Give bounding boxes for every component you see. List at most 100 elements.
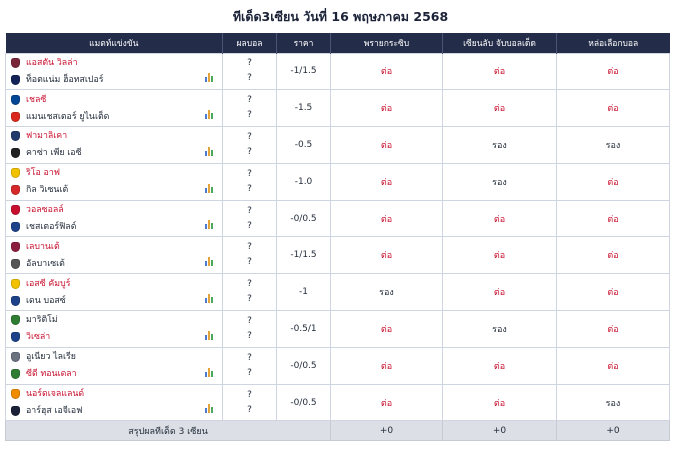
- home-team[interactable]: มาริติโม่: [11, 313, 222, 327]
- away-score: ?: [247, 220, 252, 231]
- away-team-logo-icon: [11, 111, 20, 122]
- expert-1-pick: ต่อ: [330, 236, 443, 275]
- stats-chart-icon[interactable]: [205, 110, 214, 120]
- away-team[interactable]: กิล วิเซนเต้: [11, 183, 222, 197]
- match-cell: วอลซอลล์ เชสเตอร์ฟิลด์: [5, 199, 223, 238]
- expert-2-pick: ต่อ: [442, 52, 557, 91]
- summary-label: สรุปผลทีเด็ด 3 เซียน: [5, 420, 331, 442]
- stats-chart-icon[interactable]: [205, 294, 214, 304]
- away-team-logo-icon: [11, 369, 20, 380]
- away-team-logo-icon: [11, 332, 20, 343]
- score-cell: ? ?: [222, 126, 277, 164]
- away-team[interactable]: วิเซล่า: [11, 330, 222, 344]
- page-title: ทีเด็ด3เซียน วันที่ 16 พฤษภาคม 2568: [232, 9, 449, 24]
- home-team-name: นอร์ดเจลแลนด์: [26, 389, 85, 400]
- home-team-logo-icon: [11, 205, 20, 216]
- summary-row: สรุปผลทีเด็ด 3 เซียน +0 +0 +0: [5, 420, 670, 442]
- away-team-logo-icon: [11, 406, 20, 417]
- away-team[interactable]: ท็อตแน่ม ฮ็อทสเปอร์: [11, 73, 222, 87]
- away-team[interactable]: อาร์ฮุส เอจีเอฟ: [11, 404, 222, 418]
- home-team-logo-icon: [11, 315, 20, 326]
- home-team-name: เชลซี: [26, 94, 47, 105]
- away-score: ?: [247, 73, 252, 84]
- home-team-logo-icon: [11, 352, 20, 363]
- expert-3-pick: รอง: [556, 383, 670, 422]
- table-header-row: แมตท์แข่งขัน ผลบอล ราคา พรายกระซิบ เซียน…: [5, 33, 670, 53]
- expert-1-pick: ต่อ: [330, 52, 443, 91]
- home-score: ?: [247, 279, 252, 290]
- expert-1-pick: ต่อ: [330, 199, 443, 238]
- home-team[interactable]: เอสซี คัมบูร์: [11, 277, 222, 291]
- away-team-name: วิเซล่า: [26, 332, 51, 343]
- home-team[interactable]: แอสตัน วิลล่า: [11, 56, 222, 70]
- away-team-logo-icon: [11, 185, 20, 196]
- summary-expert-1: +0: [330, 420, 443, 442]
- expert-1-pick: ต่อ: [330, 89, 443, 128]
- score-cell: ? ?: [222, 52, 277, 91]
- away-team-logo-icon: [11, 258, 20, 269]
- home-score: ?: [247, 58, 252, 69]
- expert-1-pick: ต่อ: [330, 162, 443, 201]
- away-team[interactable]: เดน บอสซ์: [11, 294, 222, 308]
- expert-2-pick: ต่อ: [442, 236, 557, 275]
- stats-chart-icon[interactable]: [205, 367, 214, 377]
- expert-1-pick: ต่อ: [330, 126, 443, 164]
- away-team-name: เชสเตอร์ฟิลด์: [26, 222, 77, 233]
- stats-chart-icon[interactable]: [205, 330, 214, 340]
- away-team-logo-icon: [11, 295, 20, 306]
- stats-chart-icon[interactable]: [205, 257, 214, 267]
- match-cell: มาริติโม่ วิเซล่า: [5, 310, 223, 348]
- price-cell: -1.0: [276, 162, 331, 201]
- home-team[interactable]: นอร์ดเจลแลนด์: [11, 387, 222, 401]
- home-score: ?: [247, 315, 252, 326]
- home-team[interactable]: เลบานเต้: [11, 240, 222, 254]
- stats-chart-icon[interactable]: [205, 73, 214, 83]
- home-team-name: มาริติโม่: [26, 315, 58, 326]
- stats-chart-icon[interactable]: [205, 146, 214, 156]
- away-score: ?: [247, 367, 252, 378]
- table-row: มาริติโม่ วิเซล่า ? ? -0.5/1 ต่อ รอง ต่อ: [5, 310, 670, 348]
- away-team-name: อาร์ฮุส เอจีเอฟ: [26, 406, 83, 417]
- home-team[interactable]: ฟามาลิเคา: [11, 129, 222, 143]
- home-score: ?: [247, 95, 252, 106]
- expert-2-pick: ต่อ: [442, 89, 557, 128]
- home-team[interactable]: อูเนียว ไลเรีย: [11, 350, 222, 364]
- expert-3-pick: ต่อ: [556, 273, 670, 312]
- home-score: ?: [247, 168, 252, 179]
- away-team[interactable]: อัลบาเซเต้: [11, 257, 222, 271]
- away-score: ?: [247, 146, 252, 157]
- away-score: ?: [247, 294, 252, 305]
- away-team-logo-icon: [11, 222, 20, 233]
- expert-2-pick: ต่อ: [442, 273, 557, 312]
- home-team[interactable]: วอลซอลล์: [11, 203, 222, 217]
- expert-1-pick: ต่อ: [330, 346, 443, 385]
- away-team[interactable]: ซีดี ทอนเดลา: [11, 367, 222, 381]
- away-team[interactable]: เชสเตอร์ฟิลด์: [11, 220, 222, 234]
- score-cell: ? ?: [222, 310, 277, 348]
- home-team-logo-icon: [11, 94, 20, 105]
- table-row: วอลซอลล์ เชสเตอร์ฟิลด์ ? ? -0/0.5 ต่อ ต่…: [5, 199, 670, 238]
- away-team[interactable]: แมนเชสเตอร์ ยูไนเต็ด: [11, 110, 222, 124]
- score-cell: ? ?: [222, 199, 277, 238]
- expert-2-pick: รอง: [442, 126, 557, 164]
- expert-1-pick: ต่อ: [330, 310, 443, 348]
- away-score: ?: [247, 183, 252, 194]
- score-cell: ? ?: [222, 236, 277, 275]
- home-team[interactable]: เชลซี: [11, 93, 222, 107]
- home-score: ?: [247, 389, 252, 400]
- home-team-logo-icon: [11, 57, 20, 68]
- expert-2-pick: รอง: [442, 310, 557, 348]
- stats-chart-icon[interactable]: [205, 220, 214, 230]
- score-cell: ? ?: [222, 383, 277, 422]
- expert-3-pick: ต่อ: [556, 162, 670, 201]
- expert-3-pick: ต่อ: [556, 346, 670, 385]
- stats-chart-icon[interactable]: [205, 183, 214, 193]
- home-team[interactable]: ริโอ อาฟ: [11, 166, 222, 180]
- price-cell: -0/0.5: [276, 383, 331, 422]
- away-score: ?: [247, 404, 252, 415]
- home-score: ?: [247, 352, 252, 363]
- home-team-name: วอลซอลล์: [26, 205, 64, 216]
- away-team[interactable]: คาซ่า เพีย เอซี: [11, 146, 222, 160]
- stats-chart-icon[interactable]: [205, 404, 214, 414]
- table-row: ฟามาลิเคา คาซ่า เพีย เอซี ? ? -0.5 ต่อ ร…: [5, 126, 670, 164]
